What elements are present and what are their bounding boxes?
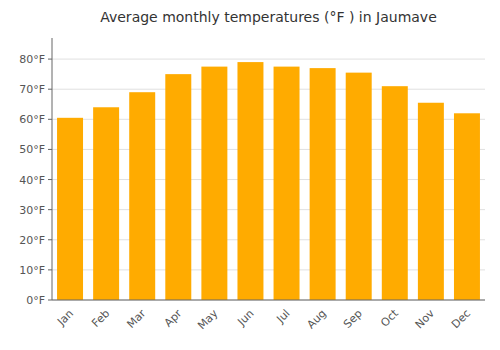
y-tick-label: 60°F xyxy=(19,113,45,126)
bar xyxy=(93,107,119,300)
y-tick xyxy=(48,300,52,301)
bar xyxy=(129,92,155,300)
bar xyxy=(310,68,336,300)
bar xyxy=(57,118,83,300)
x-tick-label: Jun xyxy=(235,307,257,329)
bar xyxy=(274,67,300,300)
y-tick-label: 80°F xyxy=(19,53,45,66)
y-tick-label: 20°F xyxy=(19,234,45,247)
y-tick-label: 10°F xyxy=(19,264,45,277)
bar xyxy=(454,113,480,300)
x-tick-label: Dec xyxy=(449,307,473,331)
x-tick-label: Oct xyxy=(378,306,401,329)
y-tick xyxy=(48,269,52,270)
x-tick-label: May xyxy=(195,307,221,333)
x-tick-label: Jul xyxy=(273,307,292,326)
y-tick xyxy=(48,149,52,150)
x-tick-label: Mar xyxy=(124,307,148,331)
bar xyxy=(418,103,444,300)
x-tick-label: Nov xyxy=(413,307,438,332)
bar xyxy=(201,67,227,300)
y-tick xyxy=(48,59,52,60)
bars xyxy=(57,62,480,300)
x-tick-label: Aug xyxy=(304,307,328,331)
y-tick xyxy=(48,179,52,180)
x-tick-label: Sep xyxy=(341,307,365,331)
x-axis: Jan Feb Mar Apr May Jun Jul Aug Sep Oct Nov Dec xyxy=(52,300,485,332)
chart-container: Average monthly temperatures (°F ) in Ja… xyxy=(0,0,500,350)
bar xyxy=(165,74,191,300)
y-tick-label: 40°F xyxy=(19,174,45,187)
chart-title: Average monthly temperatures (°F ) in Ja… xyxy=(100,9,437,25)
y-tick xyxy=(48,119,52,120)
y-tick-label: 50°F xyxy=(19,143,45,156)
y-tick xyxy=(48,239,52,240)
x-tick-label: Apr xyxy=(162,307,185,330)
grid-line xyxy=(52,59,485,60)
grid-line xyxy=(52,300,485,301)
bar xyxy=(382,86,408,300)
y-tick-label: 30°F xyxy=(19,204,45,217)
x-tick-label: Feb xyxy=(89,307,112,330)
bar xyxy=(237,62,263,300)
y-axis: 0°F 10°F 20°F 30°F 40°F 50°F 60°F 70°F 80°F xyxy=(19,38,485,307)
x-tick-label: Jan xyxy=(54,307,76,329)
y-axis-line xyxy=(52,38,53,300)
y-tick-label: 0°F xyxy=(26,294,45,307)
y-tick-label: 70°F xyxy=(19,83,45,96)
x-axis-line xyxy=(52,300,485,301)
y-tick xyxy=(48,209,52,210)
bar xyxy=(346,73,372,300)
grid-line xyxy=(52,89,485,90)
y-tick xyxy=(48,89,52,90)
chart-svg: Average monthly temperatures (°F ) in Ja… xyxy=(0,0,500,350)
